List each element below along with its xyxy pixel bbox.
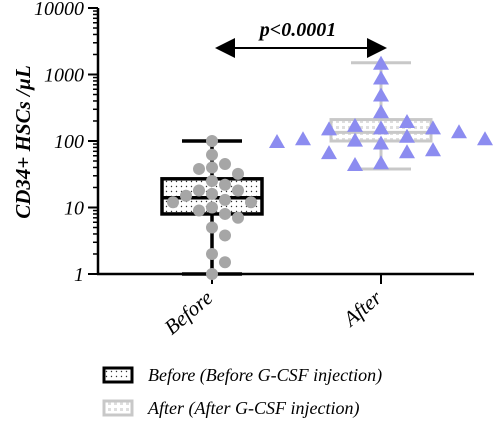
data-point-after <box>399 113 415 128</box>
data-point-after <box>373 70 389 85</box>
data-point-before <box>206 175 218 188</box>
data-point-after <box>373 104 389 119</box>
data-point-before <box>219 229 231 242</box>
data-point-before <box>206 221 218 234</box>
legend-label-before: Before (Before G-CSF injection) <box>148 365 382 386</box>
data-point-before <box>206 135 218 147</box>
data-point-after <box>347 157 363 172</box>
data-point-after <box>425 120 441 135</box>
x-tick-label: Before <box>159 285 217 339</box>
legend-swatch-after <box>102 399 134 417</box>
x-ticks: Before After <box>159 274 387 339</box>
data-point-before <box>167 196 179 209</box>
y-tick-label: 100 <box>54 131 84 153</box>
data-point-before <box>206 201 218 214</box>
legend: Before (Before G-CSF injection) After (A… <box>102 365 382 419</box>
p-value-annotation: p<0.0001 <box>258 19 336 41</box>
data-point-after <box>477 131 493 146</box>
data-point-after <box>373 55 389 70</box>
data-point-after <box>347 117 363 132</box>
data-point-before <box>206 161 218 174</box>
data-point-before <box>193 184 205 197</box>
data-point-after <box>399 128 415 143</box>
data-point-before <box>219 256 231 269</box>
data-point-before <box>180 189 192 202</box>
data-point-before <box>206 187 218 200</box>
data-point-before <box>232 184 244 197</box>
data-point-after <box>373 120 389 135</box>
legend-label-after: After (After G-CSF injection) <box>147 398 359 419</box>
data-point-after <box>347 132 363 147</box>
y-tick-label: 10000 <box>34 0 84 20</box>
data-point-before <box>245 196 257 209</box>
data-point-before <box>232 211 244 224</box>
data-point-before <box>193 204 205 217</box>
data-point-before <box>219 207 231 220</box>
data-point-after <box>321 145 337 160</box>
y-axis-label: CD34+ HSCs /µL <box>11 65 35 219</box>
legend-swatch-before <box>102 366 134 384</box>
data-point-before <box>193 162 205 175</box>
data-point-after <box>295 131 311 146</box>
y-ticks: 1 10 100 1000 10000 <box>34 0 98 286</box>
data-point-before <box>206 268 218 280</box>
data-point-after <box>373 135 389 150</box>
data-point-after <box>451 124 467 139</box>
data-point-after <box>399 144 415 159</box>
data-point-before <box>219 158 231 171</box>
y-tick-label: 1 <box>74 264 84 286</box>
y-tick-label: 10 <box>64 198 84 220</box>
data-point-before <box>219 193 231 206</box>
data-point-before <box>219 178 231 191</box>
data-point-before <box>232 167 244 180</box>
data-point-after <box>321 121 337 136</box>
data-points <box>167 55 493 280</box>
data-point-after <box>373 87 389 102</box>
data-point-before <box>206 148 218 161</box>
data-point-before <box>206 247 218 260</box>
data-point-after <box>425 142 441 157</box>
y-tick-label: 1000 <box>44 65 84 87</box>
x-tick-label: After <box>337 285 387 332</box>
data-point-after <box>373 155 389 170</box>
data-point-after <box>269 134 285 148</box>
